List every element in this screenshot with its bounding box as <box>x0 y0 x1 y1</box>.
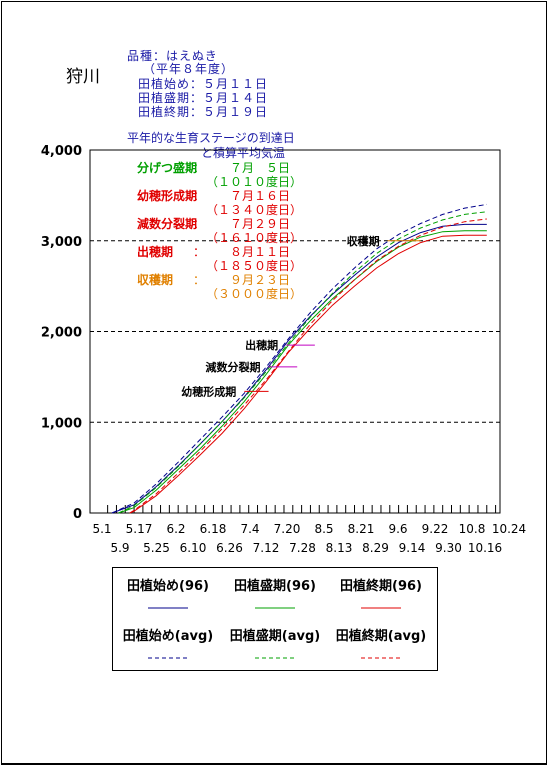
series-line <box>111 223 487 514</box>
stage-name: 出穂期 <box>137 244 173 259</box>
stage-separator: ： <box>193 189 205 203</box>
stage-name: 幼穂形成期 <box>137 188 197 203</box>
series-line <box>111 203 487 514</box>
y-tick-label: 1,000 <box>41 416 82 431</box>
series-line <box>129 218 487 514</box>
legend-label: 田植始め(96) <box>127 578 209 594</box>
planting-end-label: 田植終期：５月１９日 <box>138 105 269 119</box>
stage-marker-label: 減数分裂期 <box>206 360 261 374</box>
stage-separator: ： <box>193 217 205 231</box>
stage-date: ７月２９日 <box>230 217 290 231</box>
x-tick-label: 8.29 <box>362 541 389 555</box>
stage-separator: ： <box>193 273 205 287</box>
stage-temp: （１６１０度日） <box>206 230 302 245</box>
legend <box>112 567 438 671</box>
planting-peak-label: 田植盛期：５月１４日 <box>138 91 269 105</box>
stage-marker-label: 幼穂形成期 <box>181 384 236 398</box>
x-tick-label: 9.22 <box>422 522 449 536</box>
y-tick-label: 3,000 <box>41 235 82 250</box>
year-label: （平年８年度） <box>143 62 235 76</box>
planting-start-label: 田植始め：５月１１日 <box>138 77 269 91</box>
legend-label: 田植盛期(avg) <box>230 628 320 644</box>
x-tick-label: 6.2 <box>166 522 185 536</box>
x-tick-label: 10.24 <box>492 522 526 536</box>
stage-temp: （１３４０度日） <box>206 202 302 217</box>
series-line <box>118 211 487 514</box>
series-line <box>129 234 487 514</box>
x-tick-label: 7.20 <box>274 522 301 536</box>
x-tick-label: 5.9 <box>110 541 129 555</box>
legend-label: 田植盛期(96) <box>234 578 316 594</box>
x-tick-label: 8.13 <box>326 541 353 555</box>
x-tick-label: 7.4 <box>240 522 259 536</box>
stage-date: ７月１６日 <box>230 189 290 203</box>
stage-marker-label: 収穫期 <box>347 234 380 248</box>
stage-marker-label: 出穂期 <box>245 338 278 352</box>
series-line <box>118 230 487 514</box>
legend-label: 田植終期(avg) <box>336 628 426 644</box>
x-tick-label: 10.16 <box>468 541 502 555</box>
y-tick-label: 4,000 <box>41 144 82 159</box>
chart-title-line-1: 平年的な生育ステージの到達日 <box>127 131 295 145</box>
stage-temp: （１８５０度日） <box>206 258 302 273</box>
x-tick-label: 6.10 <box>180 541 207 555</box>
legend-label: 田植終期(96) <box>340 578 422 594</box>
stage-date: ８月１１日 <box>230 245 290 259</box>
x-tick-label: 6.18 <box>200 522 227 536</box>
legend-label: 田植始め(avg) <box>123 628 213 644</box>
x-tick-label: 5.25 <box>143 541 170 555</box>
x-tick-label: 7.28 <box>289 541 316 555</box>
x-tick-label: 6.26 <box>216 541 243 555</box>
stage-date: ７月 ５日 <box>230 161 290 175</box>
x-tick-label: 9.30 <box>435 541 462 555</box>
stage-name: 分げつ盛期 <box>137 160 197 175</box>
x-tick-label: 8.21 <box>348 522 375 536</box>
x-tick-label: 9.14 <box>399 541 426 555</box>
stage-name: 減数分裂期 <box>137 216 197 231</box>
x-tick-label: 5.17 <box>126 522 153 536</box>
stage-separator: ： <box>193 161 205 175</box>
stage-temp: （１０１０度日） <box>206 174 302 189</box>
x-tick-label: 10.8 <box>459 522 486 536</box>
variety-label: 品種：はえぬき <box>127 49 218 63</box>
x-tick-label: 7.12 <box>253 541 280 555</box>
x-tick-label: 9.6 <box>388 522 407 536</box>
y-tick-label: 2,000 <box>41 326 82 341</box>
place-name: 狩川 <box>66 67 100 87</box>
x-tick-label: 5.1 <box>92 522 111 536</box>
x-tick-label: 8.5 <box>314 522 333 536</box>
stage-date: ９月２３日 <box>230 273 290 287</box>
stage-temp: （３０００度日） <box>206 286 302 301</box>
y-tick-label: 0 <box>73 507 82 522</box>
stage-separator: ： <box>193 245 205 259</box>
stage-name: 収穫期 <box>137 272 173 287</box>
